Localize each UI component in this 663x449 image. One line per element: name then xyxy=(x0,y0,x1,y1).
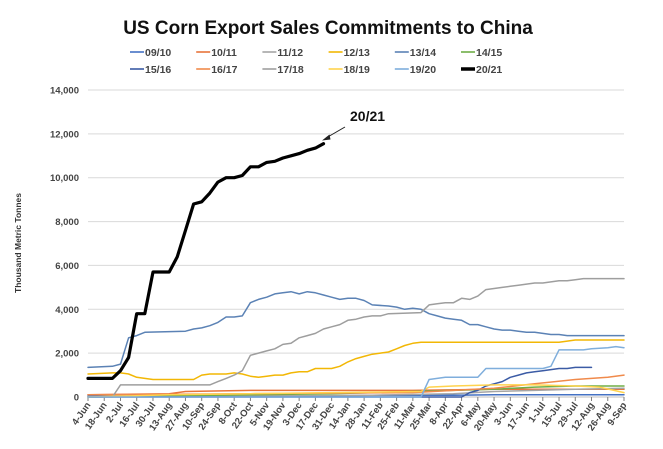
chart-title: US Corn Export Sales Commitments to Chin… xyxy=(123,18,533,39)
series-line-19-20 xyxy=(87,345,625,398)
y-tick-label: 6,000 xyxy=(55,261,79,272)
legend-label: 15/16 xyxy=(145,64,171,76)
y-axis-ticks: 0 2,000 4,000 6,000 8,000 10,000 12,000 14,000 xyxy=(50,86,79,404)
y-axis-title: Thousand Metric Tonnes xyxy=(13,193,23,293)
annotation: 20/21 xyxy=(322,108,385,141)
legend-label: 16/17 xyxy=(211,64,237,76)
y-tick-label: 4,000 xyxy=(55,305,79,316)
series-line-12-13 xyxy=(87,339,625,381)
series-line-17-18 xyxy=(87,277,625,398)
annotation-arrowhead xyxy=(322,134,331,141)
legend: 09/10 10/11 11/12 12/13 13/14 14/15 15/16 16/17… xyxy=(130,47,502,76)
y-tick-label: 2,000 xyxy=(55,349,79,360)
legend-label: 20/21 xyxy=(476,64,502,76)
series-line-15-16 xyxy=(87,366,593,398)
legend-label: 11/12 xyxy=(277,47,303,59)
y-tick-label: 10,000 xyxy=(50,173,79,184)
y-tick-label: 0 xyxy=(74,393,79,404)
legend-label: 10/11 xyxy=(211,47,237,59)
legend-label: 17/18 xyxy=(277,64,303,76)
legend-label: 19/20 xyxy=(410,64,436,76)
series-line-13-14 xyxy=(87,290,625,369)
y-tick-label: 12,000 xyxy=(50,129,79,140)
legend-label: 13/14 xyxy=(410,47,436,59)
y-tick-label: 14,000 xyxy=(50,86,79,97)
series-line-18-19 xyxy=(87,384,625,398)
y-tick-label: 8,000 xyxy=(55,217,79,228)
annotation-label: 20/21 xyxy=(350,108,385,124)
series-line-20-21 xyxy=(86,142,326,380)
series-lines xyxy=(86,142,625,398)
legend-label: 14/15 xyxy=(476,47,502,59)
legend-label: 18/19 xyxy=(344,64,370,76)
legend-label: 12/13 xyxy=(344,47,370,59)
legend-label: 09/10 xyxy=(145,47,171,59)
x-axis: 4-Jun18-Jun2-Jul16-Jul30-Jul13-Aug27-Aug… xyxy=(70,396,630,433)
gridlines xyxy=(88,89,624,354)
